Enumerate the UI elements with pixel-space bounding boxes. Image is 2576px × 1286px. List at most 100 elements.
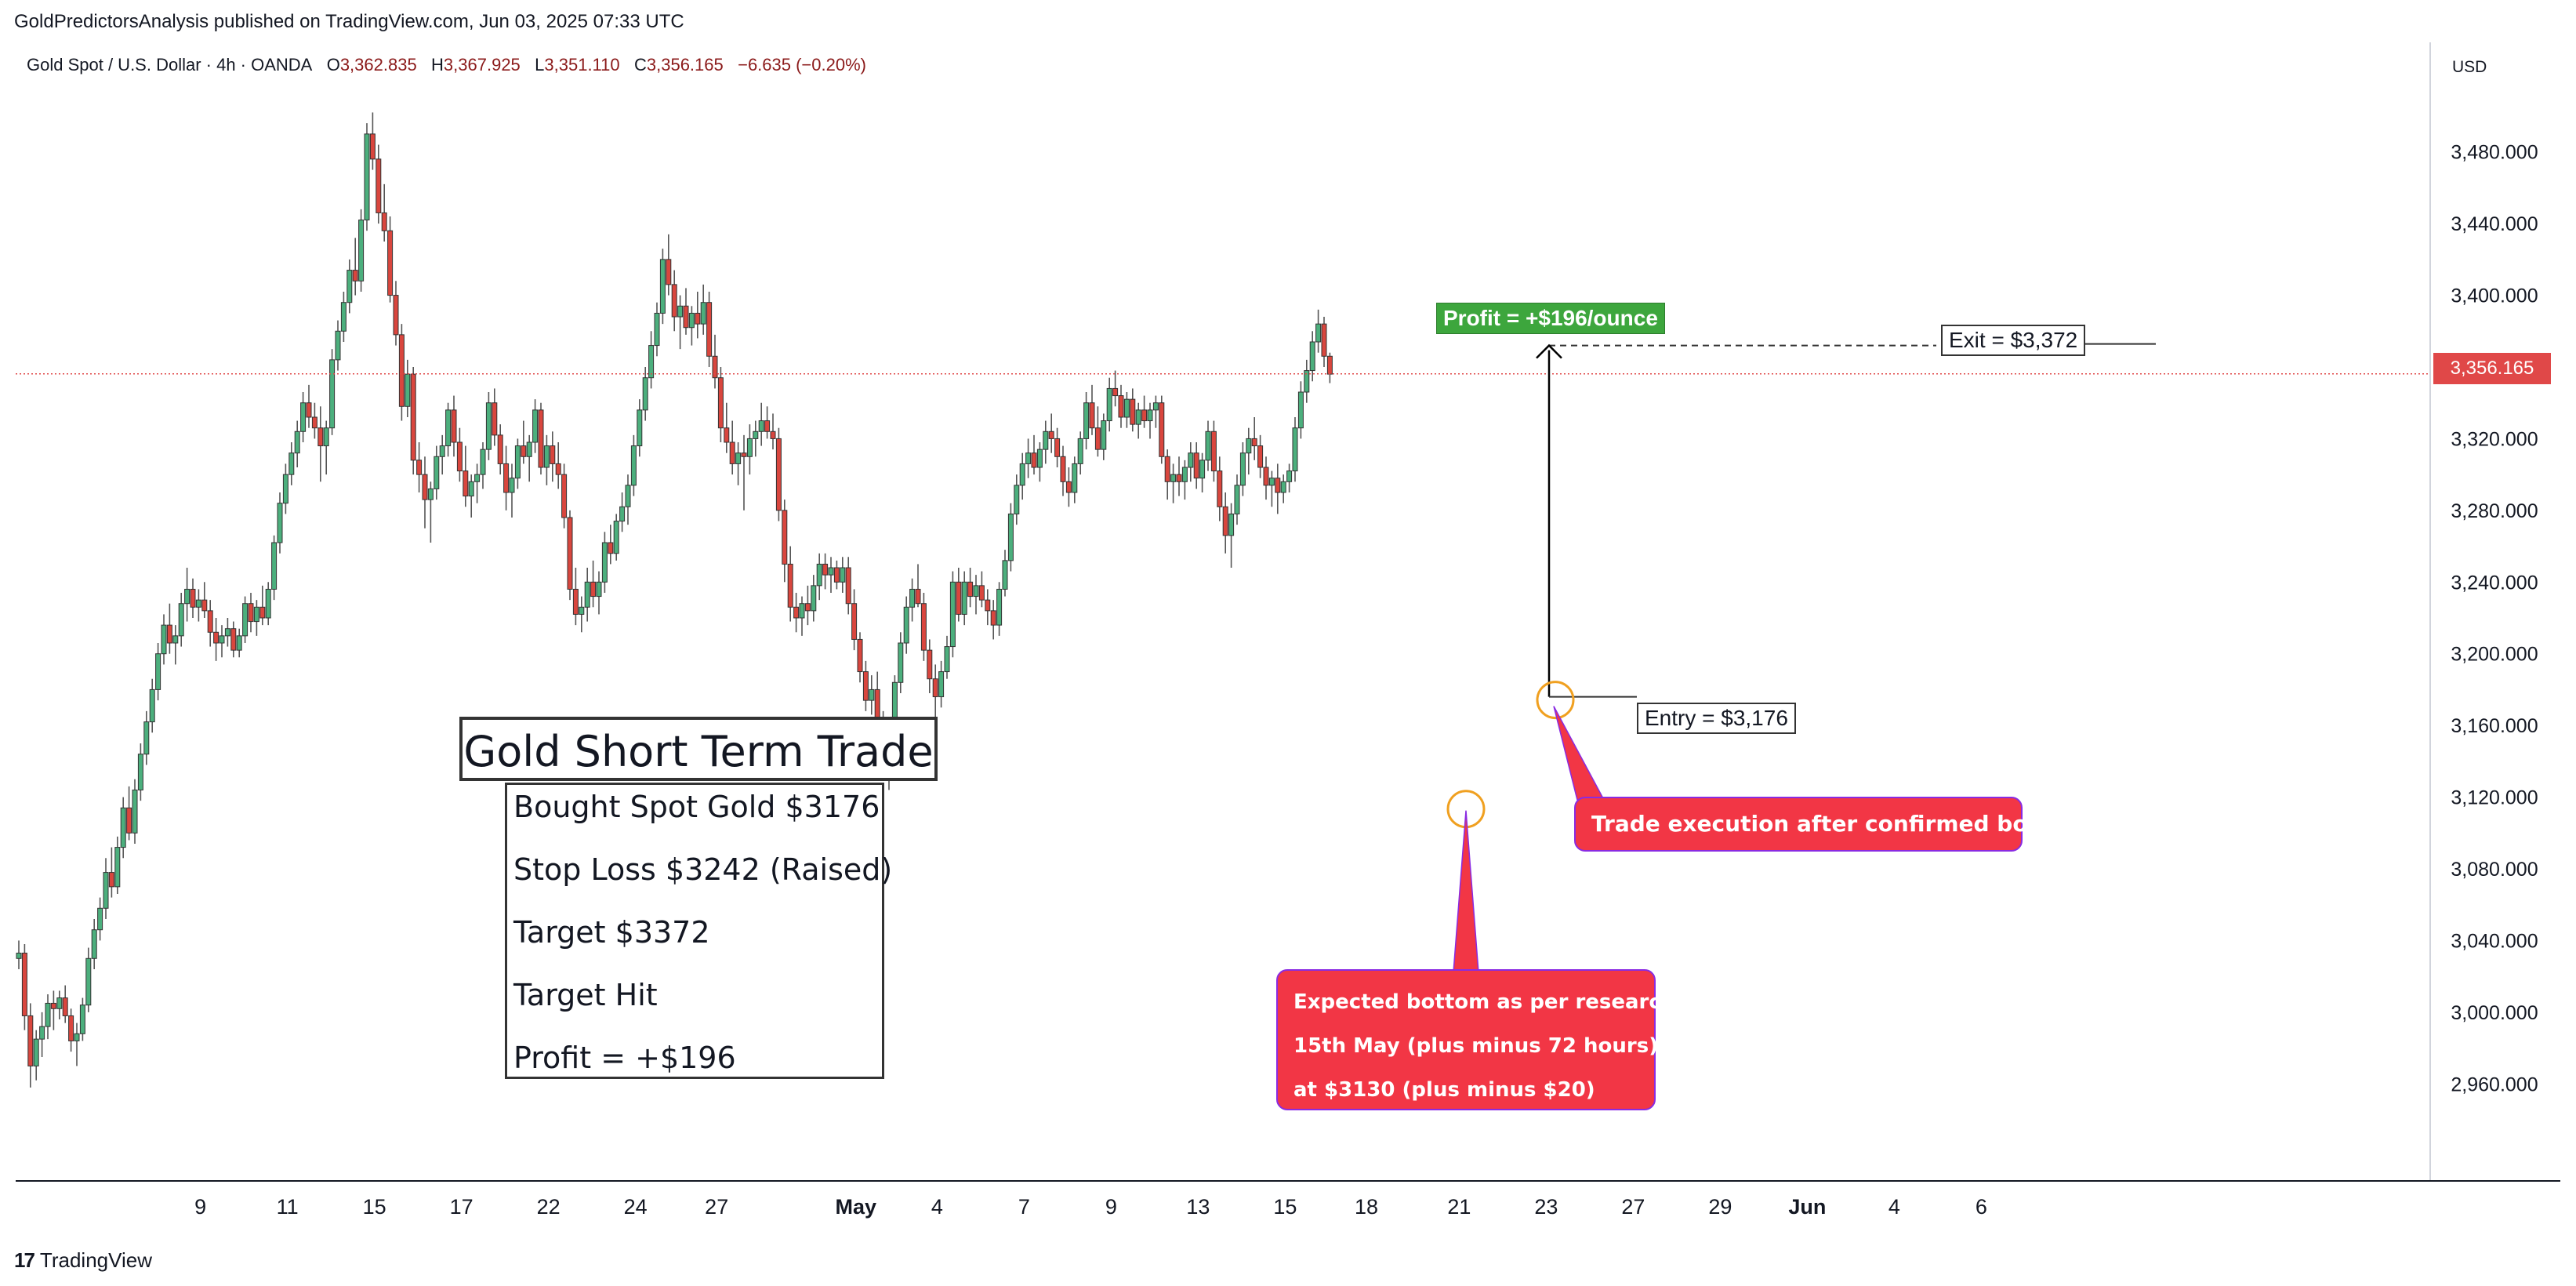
candle [1263,456,1269,500]
candle [1123,392,1130,428]
candle [451,395,457,457]
candle-body [862,671,869,701]
candle [172,625,179,665]
candle-body [340,302,346,332]
candle [497,424,503,475]
time-tick-label: 27 [705,1195,728,1219]
candle [456,427,463,482]
candle-body [242,603,249,637]
candle-body [474,474,481,482]
candle-body [120,807,126,848]
candle [1268,470,1275,507]
candle-body [1286,470,1293,482]
candle-body [1152,402,1159,411]
candle [503,445,510,510]
candle-body [706,302,713,357]
candle-body [219,635,225,644]
candle [161,614,167,665]
candle-body [369,133,376,160]
candle [572,568,579,626]
time-axis[interactable]: 9 11 15 17 22 24 27 May 4 7 9 13 15 18 21 23 27 29 Jun 4 6 [194,1195,1987,1219]
candle [1060,445,1066,496]
candle-body [666,259,672,285]
candle-body [973,585,979,598]
candle-body [753,430,759,439]
candle [1234,474,1240,525]
candle-body [735,452,742,464]
candle [521,420,527,464]
time-tick-label: 27 [1621,1195,1645,1219]
candle-body [497,434,503,464]
candle-body [1019,463,1025,486]
candle [45,994,51,1040]
candle [729,420,735,475]
ohlc-legend[interactable]: Gold Spot / U.S. Dollar · 4h · OANDA O3,… [27,55,866,75]
close-value: 3,356.165 [646,55,724,74]
candle [828,557,834,593]
candle-body [590,581,597,598]
candle [851,589,858,651]
candle [724,402,730,453]
candle [938,660,945,708]
price-tick-label: 3,120.000 [2451,787,2538,809]
expected-line-3: at $3130 (plus minus $20) [1293,1078,1595,1102]
candle [1228,503,1235,568]
candle-body [811,585,817,612]
expected-line-2: 15th May (plus minus 72 hours) [1293,1034,1659,1058]
candle-body [68,1015,74,1041]
candle-body [671,284,677,318]
candle-body [898,642,904,683]
candle [735,442,742,485]
candle-body [1083,402,1090,439]
candle-body [956,581,962,615]
time-tick-label: 11 [277,1195,299,1219]
candle-body [869,688,875,701]
candle-body [1188,452,1194,468]
candle [445,402,452,457]
price-axis[interactable]: 3,480.0003,440.0003,400.0003,360.0003,32… [2451,142,2538,1096]
candle-body [434,456,440,489]
candle [1083,392,1090,450]
candle [1152,395,1159,428]
candle [56,990,63,1019]
candle [550,431,556,482]
tradingview-footer[interactable]: 17 TradingView [14,1248,152,1273]
candle-body [840,567,846,583]
candle-body [376,158,382,213]
candle-body [1181,467,1188,482]
candle-body [306,402,312,418]
currency-label[interactable]: USD [2452,58,2487,76]
candle [822,553,829,590]
candle [584,568,590,622]
candle-body [253,606,259,623]
candle-body [172,635,179,644]
price-tick-label: 3,280.000 [2451,500,2538,522]
candle-body [410,373,416,461]
candle-body [207,610,213,633]
candle-body [920,603,927,651]
candle-body [648,345,655,379]
candle [741,434,747,510]
candle [956,568,962,622]
candle-body [561,474,568,518]
candle [1164,449,1170,500]
time-tick-label: May [836,1195,877,1219]
candle [1130,388,1136,432]
candle [439,434,445,475]
candle [1222,492,1228,554]
candle [468,474,474,518]
candle [62,985,68,1023]
candle [236,628,242,658]
candle-body [985,599,991,612]
candle [1304,359,1310,403]
time-tick-label: 6 [1976,1195,1987,1219]
candle [862,660,869,711]
candle-body [1002,560,1008,590]
candle-body [961,581,967,615]
candle-body [938,671,945,698]
candle [700,284,706,335]
price-tick-label: 3,160.000 [2451,715,2538,737]
candle [758,402,764,446]
candle [114,836,121,894]
